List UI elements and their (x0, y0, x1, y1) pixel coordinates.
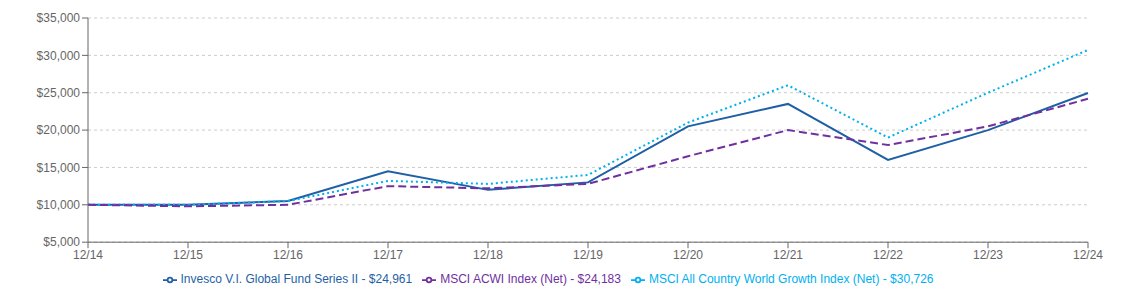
svg-text:$15,000: $15,000 (37, 161, 81, 175)
svg-text:12/22: 12/22 (873, 248, 903, 262)
html-text:MSCI All Country World Growth: MSCI All Country World Growth Index (Net… (648, 272, 934, 287)
svg-text:12/18: 12/18 (473, 248, 503, 262)
svg-text:12/19: 12/19 (573, 248, 603, 262)
html-text:Invesco V.I. Global Fund Serie: Invesco V.I. Global Fund Series II - $24… (180, 272, 413, 287)
svg-text:$30,000: $30,000 (37, 49, 81, 63)
html-text:MSCI ACWI Index (Net) - $24,18: MSCI ACWI Index (Net) - $24,183 (440, 272, 621, 287)
svg-text:12/14: 12/14 (73, 248, 103, 262)
svg-text:$20,000: $20,000 (37, 123, 81, 137)
svg-text:12/23: 12/23 (973, 248, 1003, 262)
svg-text:$10,000: $10,000 (37, 198, 81, 212)
svg-text:12/20: 12/20 (673, 248, 703, 262)
svg-text:$5,000: $5,000 (43, 235, 80, 249)
svg-text:12/24: 12/24 (1073, 248, 1103, 262)
svg-text:12/17: 12/17 (373, 248, 403, 262)
svg-text:$25,000: $25,000 (37, 86, 81, 100)
svg-text:12/15: 12/15 (173, 248, 203, 262)
svg-text:12/21: 12/21 (773, 248, 803, 262)
svg-text:12/16: 12/16 (273, 248, 303, 262)
svg-text:$35,000: $35,000 (37, 11, 81, 25)
